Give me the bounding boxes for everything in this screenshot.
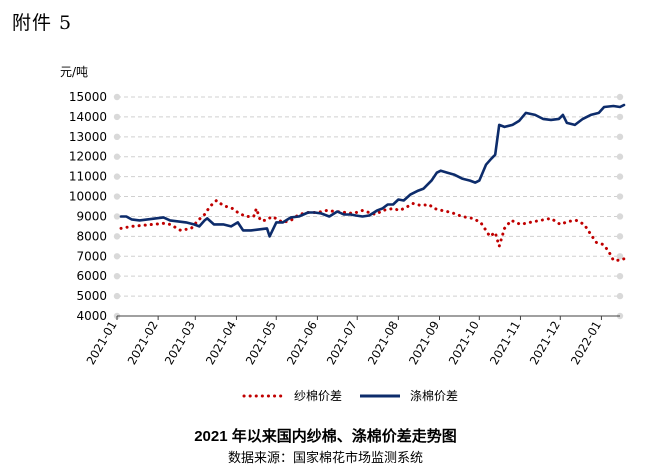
y-tick-label: 15000 [69,90,107,104]
y-tick-label: 12000 [69,150,107,164]
grid-marker-left [113,272,121,280]
grid-marker-right [616,253,624,260]
grid-marker-left [113,213,121,220]
grid-marker-right [616,173,624,180]
x-tick-label: 2021-10 [446,319,482,368]
grid-marker-right [616,113,624,121]
series-line-yarn-cotton [119,199,627,262]
x-tick-label: 2021-07 [324,319,360,368]
grid-marker-right [616,93,624,101]
y-axis-unit-label: 元/吨 [60,65,89,79]
legend-item-polyester-cotton: 涤棉价差 [358,387,458,404]
x-tick-label: 2021-02 [125,319,161,368]
x-tick-label: 2021-05 [243,319,279,368]
legend-swatch-solid [360,394,400,397]
x-tick-label: 2021-11 [487,319,523,368]
grid-layer [113,93,624,320]
y-tick-label: 9000 [76,209,107,223]
legend-swatch-dotted [242,394,286,397]
grid-marker-left [113,93,121,101]
grid-marker-left [113,292,121,300]
label-layer: 4000 5000 6000 7000 8000 9000 10000 11000 12000 1… [69,90,604,367]
grid-marker-left [113,193,121,200]
x-tick-label: 2021-04 [203,319,239,368]
series-layer [119,103,627,262]
y-tick-label: 13000 [69,130,107,144]
x-tick-label: 2021-06 [284,319,320,368]
x-tick-label: 2021-12 [527,319,563,368]
grid-marker-right [616,153,624,160]
x-tick-label: 2021-01 [83,319,119,368]
y-tick-label: 11000 [69,170,107,184]
chart-title: 2021 年以来国内纱棉、涤棉价差走势图 [194,428,457,445]
y-tick-label: 7000 [76,249,107,263]
grid-marker-right [616,213,624,220]
grid-marker-right [616,233,624,240]
series-line-polyester-cotton [119,103,626,238]
grid-marker-left [113,153,121,160]
legend: 纱棉价差 涤棉价差 [0,387,651,407]
y-tick-label: 14000 [69,110,107,124]
grid-marker-left [113,133,121,141]
y-tick-label: 4000 [76,309,107,323]
x-tick-label: 2022-01 [568,319,604,368]
grid-marker-right [616,133,624,141]
grid-marker-left [113,233,121,240]
x-tick-label: 2021-03 [162,319,198,368]
x-tick-label: 2021-09 [406,319,442,368]
grid-marker-left [113,253,121,260]
y-tick-label: 10000 [69,190,107,204]
grid-marker-right [616,292,624,300]
grid-marker-right [616,193,624,200]
y-tick-label: 5000 [76,289,107,303]
axis-layer [116,315,620,320]
x-tick-label: 2021-08 [365,319,401,368]
chart-source: 数据来源：国家棉花市场监测系统 [227,451,423,466]
document-label: 附件 5 [12,12,73,34]
grid-marker-left [113,113,121,121]
legend-item-yarn-cotton: 纱棉价差 [242,387,342,404]
grid-marker-left [113,173,121,180]
legend-label: 纱棉价差 [294,389,343,403]
y-tick-label: 6000 [76,269,107,283]
legend-label: 涤棉价差 [410,389,459,403]
y-tick-label: 8000 [76,229,107,243]
grid-marker-right [616,272,624,280]
